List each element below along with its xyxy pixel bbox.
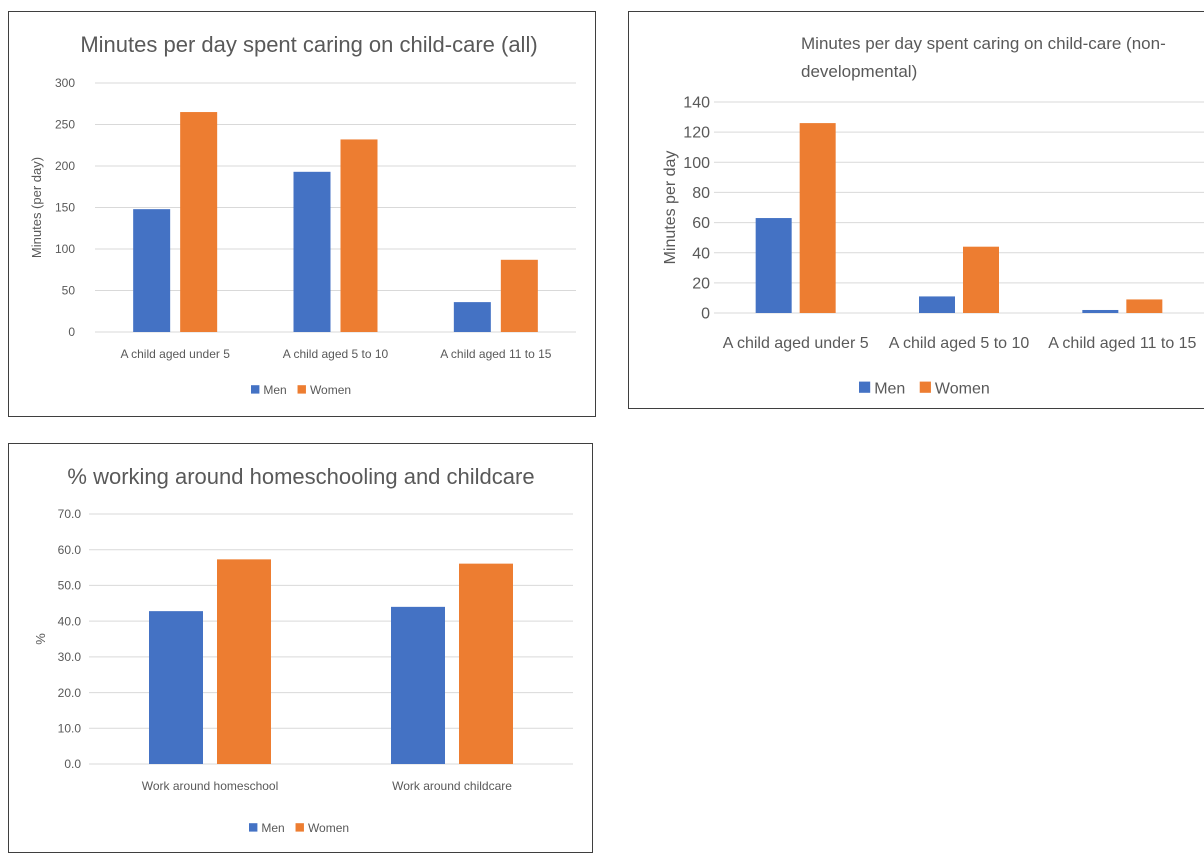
y-axis-title: % (33, 633, 48, 645)
chart-panel-childcare-all: Minutes per day spent caring on child-ca… (8, 11, 596, 417)
chart-childcare-non-developmental: Minutes per day spent caring on child-ca… (662, 34, 1204, 397)
category-label: A child aged 11 to 15 (1048, 335, 1196, 352)
legend-swatch-men (859, 381, 871, 393)
y-tick-label: 70.0 (58, 507, 82, 521)
bar-men-3 (453, 302, 491, 332)
y-tick-label: 150 (55, 201, 75, 215)
bar-men-2 (919, 296, 955, 313)
legend-label-men: Men (874, 380, 905, 397)
bar-women-1 (799, 123, 836, 313)
legend-label-men: Men (263, 383, 286, 397)
y-tick-label: 20.0 (58, 686, 82, 700)
bar-men-1 (149, 611, 203, 764)
category-label: Work around childcare (392, 779, 512, 793)
bar-men-2 (293, 171, 331, 332)
y-tick-label: 10.0 (58, 721, 82, 735)
y-tick-label: 100 (683, 155, 710, 172)
bar-women-3 (500, 259, 538, 332)
category-label: A child aged under 5 (120, 347, 230, 361)
bar-men-1 (755, 218, 792, 313)
category-label: A child aged 11 to 15 (440, 347, 552, 361)
y-tick-label: 200 (55, 159, 75, 173)
bar-women-1 (217, 559, 271, 764)
bar-men-2 (391, 606, 445, 764)
category-label: A child aged under 5 (723, 335, 869, 352)
y-tick-label: 80 (692, 185, 710, 202)
y-tick-label: 100 (55, 242, 75, 256)
category-label: A child aged 5 to 10 (889, 335, 1030, 352)
legend-label-men: Men (261, 821, 284, 835)
legend-swatch-women (919, 381, 931, 393)
y-tick-label: 0 (68, 325, 75, 339)
bar-women-2 (963, 246, 999, 313)
y-tick-label: 20 (692, 275, 710, 292)
bar-men-1 (133, 209, 171, 332)
category-label: A child aged 5 to 10 (283, 347, 389, 361)
y-tick-label: 40 (692, 245, 710, 262)
legend-swatch-men (249, 823, 258, 832)
y-tick-label: 300 (55, 76, 75, 90)
y-axis-title: Minutes per day (662, 151, 679, 265)
y-tick-label: 120 (683, 125, 710, 142)
chart-panel-childcare-non-developmental: Minutes per day spent caring on child-ca… (628, 11, 1204, 409)
bar-women-1 (180, 112, 218, 332)
bar-women-2 (340, 139, 378, 332)
category-label: Work around homeschool (142, 779, 279, 793)
y-axis-title: Minutes (per day) (29, 157, 44, 258)
y-tick-label: 0.0 (64, 757, 81, 771)
chart-panel-working-around: % working around homeschooling and child… (8, 443, 593, 853)
y-tick-label: 40.0 (58, 614, 82, 628)
y-tick-label: 140 (683, 95, 710, 112)
bar-men-3 (1082, 309, 1119, 313)
chart-title-line: Minutes per day spent caring on child-ca… (801, 34, 1166, 53)
legend-label-women: Women (935, 380, 990, 397)
legend-swatch-women (295, 823, 304, 832)
legend-label-women: Women (310, 383, 351, 397)
y-tick-label: 0 (701, 306, 710, 323)
bar-women-2 (459, 563, 513, 764)
chart-title-line: developmental) (801, 62, 917, 81)
bar-women-3 (1126, 299, 1163, 313)
y-tick-label: 50.0 (58, 579, 82, 593)
legend-swatch-men (251, 385, 260, 394)
y-tick-label: 30.0 (58, 650, 82, 664)
y-tick-label: 60.0 (58, 543, 82, 557)
chart-working-around: % working around homeschooling and child… (33, 464, 573, 835)
chart-childcare-all: Minutes per day spent caring on child-ca… (29, 32, 576, 397)
y-tick-label: 50 (62, 284, 76, 298)
y-tick-label: 60 (692, 215, 710, 232)
chart-title: Minutes per day spent caring on child-ca… (80, 32, 537, 57)
y-tick-label: 250 (55, 118, 75, 132)
legend-swatch-women (297, 385, 306, 394)
legend-label-women: Women (308, 821, 349, 835)
chart-title: % working around homeschooling and child… (67, 464, 534, 489)
